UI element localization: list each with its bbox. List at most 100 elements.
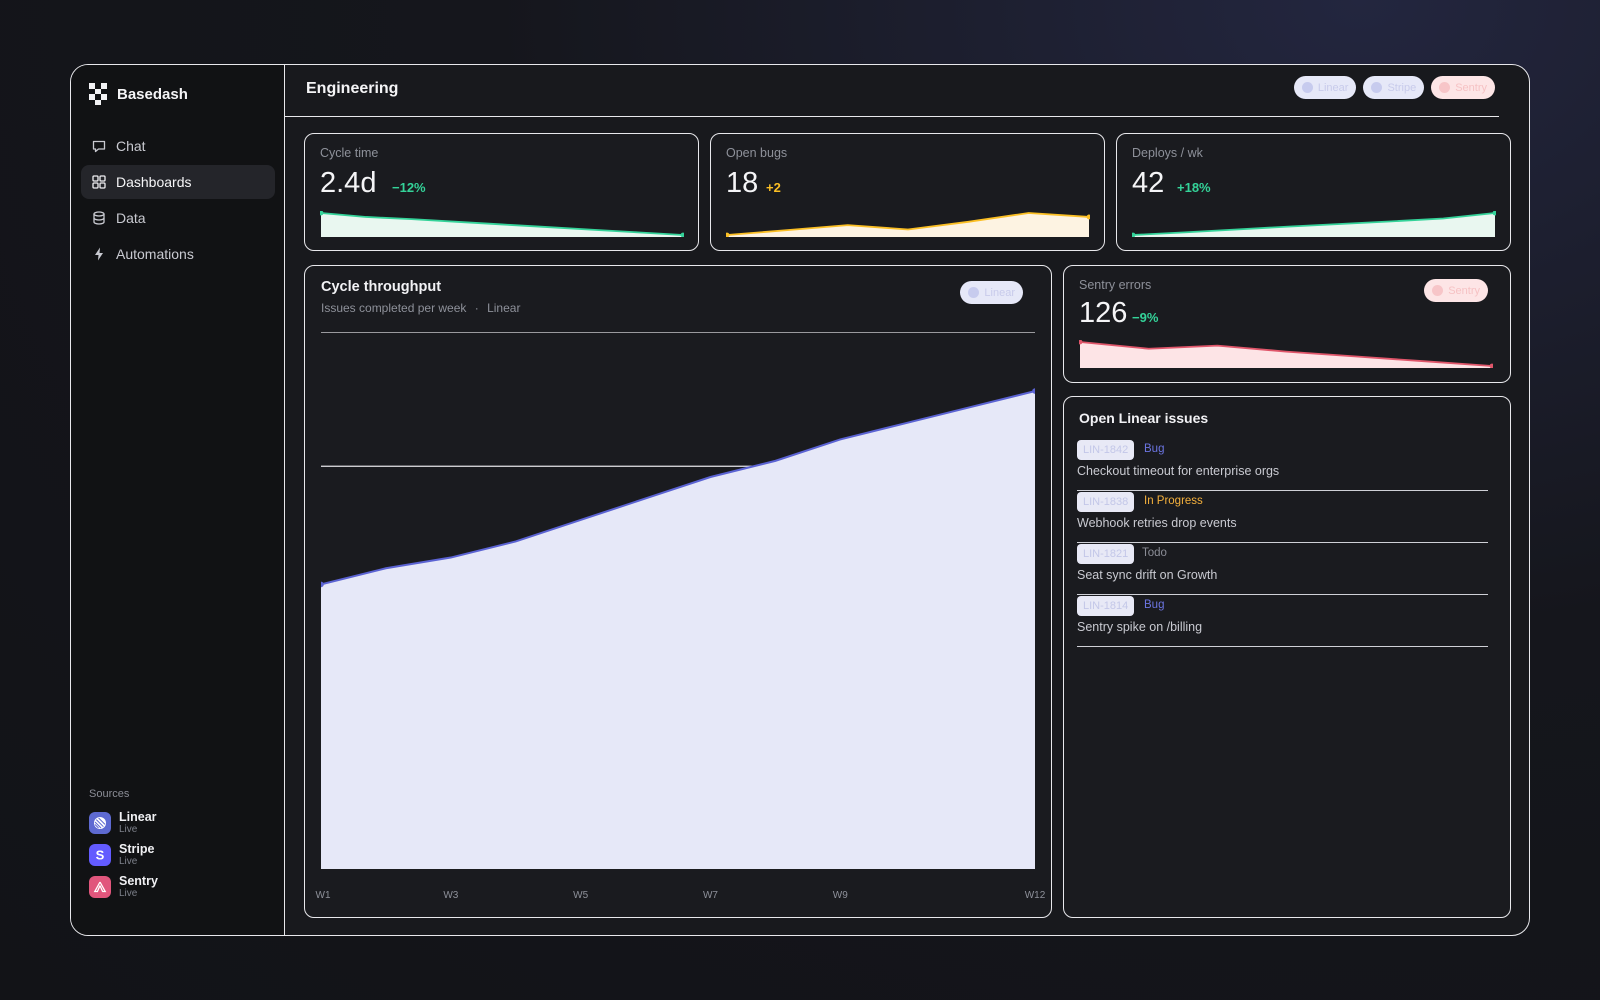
sources-panel: Sources Linear Live S Stripe Live <box>89 788 269 903</box>
sentry-logo-icon <box>1432 285 1444 296</box>
sparkline-endpoint <box>1079 340 1083 345</box>
issue-status: Bug <box>1144 443 1165 455</box>
sidebar-item-automations[interactable]: Automations <box>81 237 275 271</box>
dashboard-grid-icon <box>92 175 106 189</box>
subtitle-separator: · <box>474 301 479 315</box>
issue-title: Webhook retries drop events <box>1077 516 1237 530</box>
kpi-delta: −12% <box>392 180 426 195</box>
kpi-card-open-bugs[interactable]: Open bugs 18 +2 <box>710 133 1105 251</box>
pill-label: Linear <box>1317 81 1349 94</box>
sparkline-endpoint <box>1489 363 1493 368</box>
sidebar: Basedash Chat Dashboards Data Automation… <box>71 65 285 935</box>
sidebar-item-chat[interactable]: Chat <box>81 129 275 163</box>
issue-status: Bug <box>1144 599 1165 611</box>
database-icon <box>93 211 105 225</box>
source-sentry[interactable]: Sentry Live <box>89 871 269 903</box>
kpi-value: 126 <box>1079 297 1128 329</box>
source-name: Stripe <box>119 842 155 856</box>
sparkline-endpoint <box>320 211 324 216</box>
kpi-card-cycle-time[interactable]: Cycle time 2.4d −12% <box>304 133 699 251</box>
pill-sentry[interactable]: Sentry <box>1431 76 1495 99</box>
kpi-card-sentry-errors[interactable]: Sentry errors 126 −9% Sentry <box>1063 265 1511 383</box>
sentry-logo-icon <box>1439 82 1451 93</box>
issue-title: Seat sync drift on Growth <box>1077 568 1218 582</box>
main-content: Engineering Linear Stripe Sentry Cycle t… <box>285 65 1529 935</box>
svg-text:S: S <box>96 848 105 862</box>
sentry-sparkline <box>1079 340 1493 368</box>
chart-subtitle: Issues completed per week · Linear <box>321 301 520 315</box>
list-item[interactable]: LIN-1814 Bug Sentry spike on /billing <box>1077 596 1488 647</box>
issue-id[interactable]: LIN-1842 <box>1077 440 1135 460</box>
stripe-logo-icon <box>1371 82 1383 93</box>
kpi-label: Cycle time <box>320 146 379 160</box>
pill-linear[interactable]: Linear <box>1293 76 1357 99</box>
x-tick-label: W7 <box>702 890 718 901</box>
issue-status: In Progress <box>1144 495 1203 507</box>
page-title: Engineering <box>306 80 399 97</box>
sources-title: Sources <box>89 788 130 800</box>
kpi-card-deploys[interactable]: Deploys / wk 42 +18% <box>1116 133 1511 251</box>
source-pills: Linear Stripe Sentry <box>1293 76 1495 99</box>
kpi-sparkline <box>1132 211 1496 237</box>
list-item[interactable]: LIN-1838 In Progress Webhook retries dro… <box>1077 492 1488 543</box>
kpi-value: 42 <box>1132 167 1165 199</box>
x-tick-label: W3 <box>443 890 459 901</box>
sparkline-endpoint <box>680 232 684 237</box>
x-tick-label: W1 <box>315 890 331 901</box>
badge-label: Linear <box>984 286 1015 299</box>
x-tick-label: W5 <box>573 890 589 901</box>
app-name: Basedash <box>117 85 188 103</box>
sparkline-line <box>320 212 684 236</box>
data-point <box>321 581 324 588</box>
sidebar-item-label: Data <box>116 210 146 226</box>
chart-card-cycle-throughput[interactable]: Cycle throughput Issues completed per we… <box>304 265 1052 918</box>
kpi-label: Deploys / wk <box>1132 146 1203 160</box>
kpi-sparkline <box>726 212 1090 237</box>
app-window: Basedash Chat Dashboards Data Automation… <box>70 64 1530 936</box>
linear-logo-icon <box>89 812 111 834</box>
sparkline-line <box>726 212 1090 236</box>
chart-title: Cycle throughput <box>321 279 442 295</box>
x-tick-label: W12 <box>1024 890 1046 901</box>
badge-label: Sentry <box>1448 284 1480 297</box>
pill-stripe[interactable]: Stripe <box>1363 76 1425 99</box>
sparkline-line <box>1079 341 1493 367</box>
issue-id[interactable]: LIN-1821 <box>1077 544 1135 564</box>
issue-id[interactable]: LIN-1814 <box>1077 596 1135 616</box>
chart-subtitle-source: Linear <box>487 301 521 315</box>
source-status: Live <box>119 888 138 899</box>
sidebar-item-data[interactable]: Data <box>81 201 275 235</box>
page-header: Engineering Linear Stripe Sentry <box>285 65 1499 117</box>
stripe-logo-icon: S <box>89 844 111 866</box>
chart-source-badge[interactable]: Linear <box>960 281 1023 304</box>
series-line <box>321 390 1035 586</box>
source-linear[interactable]: Linear Live <box>89 807 269 839</box>
throughput-area-chart <box>321 332 1035 869</box>
linear-logo-icon <box>1301 82 1313 93</box>
issue-title: Sentry spike on /billing <box>1077 620 1203 634</box>
sparkline-area <box>1080 342 1492 368</box>
kpi-label: Open bugs <box>726 146 788 160</box>
sidebar-nav: Chat Dashboards Data Automations <box>81 129 275 273</box>
list-item[interactable]: LIN-1821 Todo Seat sync drift on Growth <box>1077 544 1488 595</box>
x-tick-label: W9 <box>832 890 848 901</box>
kpi-value: 2.4d <box>320 167 377 199</box>
kpi-value: 18 <box>726 167 759 199</box>
issue-id[interactable]: LIN-1838 <box>1077 492 1135 512</box>
source-stripe[interactable]: S Stripe Live <box>89 839 269 871</box>
list-item[interactable]: LIN-1842 Bug Checkout timeout for enterp… <box>1077 440 1488 491</box>
basedash-logo-icon <box>89 83 107 105</box>
pill-label: Stripe <box>1387 81 1417 94</box>
sidebar-item-dashboards[interactable]: Dashboards <box>81 165 275 199</box>
sparkline-line <box>1132 212 1496 236</box>
kpi-delta: −9% <box>1132 310 1159 325</box>
chart-subtitle-text: Issues completed per week <box>321 301 467 315</box>
source-status: Live <box>119 824 138 835</box>
sentry-logo-icon <box>89 876 111 898</box>
sparkline-area <box>727 213 1089 237</box>
kpi-delta: +18% <box>1177 180 1211 195</box>
sparkline-endpoint <box>1492 211 1496 216</box>
chat-icon <box>92 140 106 153</box>
sentry-badge[interactable]: Sentry <box>1424 279 1488 302</box>
brand[interactable]: Basedash <box>89 83 188 105</box>
